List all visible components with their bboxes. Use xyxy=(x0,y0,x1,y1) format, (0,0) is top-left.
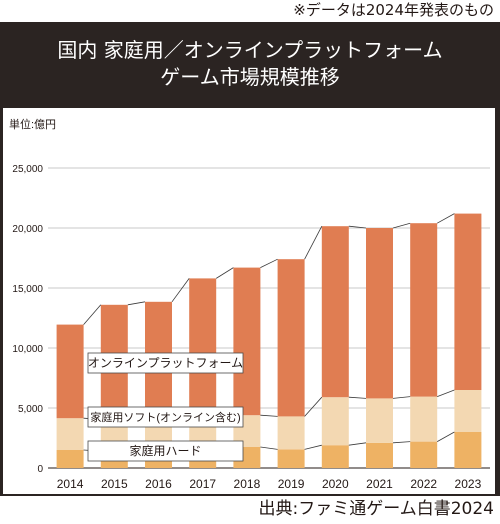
bar-segment xyxy=(454,213,482,390)
x-tick-label: 2017 xyxy=(189,477,216,491)
connector-line xyxy=(215,267,234,279)
x-tick-label: 2019 xyxy=(278,477,305,491)
connector-line xyxy=(348,442,367,446)
y-tick-label: 20,000 xyxy=(12,224,43,235)
series-label-box xyxy=(87,440,244,462)
connector-line xyxy=(304,226,323,260)
connector-line xyxy=(437,431,455,442)
bar-segment xyxy=(321,397,349,446)
bar-segment xyxy=(56,418,84,450)
bar-segment xyxy=(454,390,482,432)
bar-chart: 単位:億円 0 5,000 10,000 15,000 20,000 25,000 201… xyxy=(9,117,490,491)
bar-segment xyxy=(454,432,482,468)
x-tick-label: 2020 xyxy=(322,477,349,491)
connector-line xyxy=(127,301,146,306)
connector-line xyxy=(392,441,411,444)
y-tick-label: 10,000 xyxy=(12,344,43,355)
bar-segment xyxy=(410,441,438,468)
series-label-box xyxy=(87,406,244,428)
x-tick-label: 2023 xyxy=(455,477,482,491)
y-tick-label: 15,000 xyxy=(12,284,43,295)
bar-segment xyxy=(277,416,305,450)
y-tick-label: 5,000 xyxy=(18,404,43,415)
chart-subtitle: ゲーム市場規模推移 xyxy=(160,65,340,89)
data-note: ※データは2024年発表のもの xyxy=(293,1,494,19)
connector-line xyxy=(437,389,455,397)
plot-area: 単位:億円 0 5,000 10,000 15,000 20,000 25,000 201… xyxy=(3,108,495,494)
bar-segment xyxy=(277,449,305,468)
connector-line xyxy=(348,396,367,399)
x-tick-label: 2014 xyxy=(57,477,84,491)
bar-segment xyxy=(189,278,217,416)
x-tick-label: 2021 xyxy=(366,477,393,491)
y-tick-label: 25,000 xyxy=(12,164,43,175)
series-label: 家庭用ソフト(オンライン含む) xyxy=(90,410,240,424)
bar-segment xyxy=(410,396,438,442)
connector-line xyxy=(392,396,411,399)
connector-line xyxy=(171,278,190,303)
bar-segment xyxy=(56,450,84,468)
connector-line xyxy=(304,444,322,450)
series-label: オンラインプラットフォーム xyxy=(88,356,243,370)
bar-segment xyxy=(56,324,84,419)
bar-segment xyxy=(277,259,305,417)
series-label-box xyxy=(87,352,244,374)
chart-title: 国内 家庭用／オンラインプラットフォーム xyxy=(57,38,443,62)
bar-segment xyxy=(366,398,393,443)
connector-line xyxy=(348,225,367,229)
series-label: 家庭用ハード xyxy=(129,443,201,458)
chart-panel: 国内 家庭用／オンラインプラットフォーム ゲーム市場規模推移 単位:億円 0 5,… xyxy=(0,22,500,496)
source-credit: 出典:ファミ通ゲーム白書2024 xyxy=(258,499,494,519)
bar-segment xyxy=(321,445,349,468)
connector-line xyxy=(260,446,278,450)
x-tick-label: 2015 xyxy=(101,477,128,491)
bar-segment xyxy=(410,223,438,397)
y-tick-label: 0 xyxy=(37,464,43,475)
connector-line xyxy=(304,396,323,417)
connector-line xyxy=(83,304,102,325)
connector-line xyxy=(260,258,278,268)
connector-line xyxy=(392,222,411,229)
x-tick-label: 2016 xyxy=(145,477,172,491)
bar-segment xyxy=(321,226,349,398)
x-tick-label: 2022 xyxy=(410,477,437,491)
bar-segment xyxy=(233,267,261,416)
connector-line xyxy=(260,414,278,417)
connector-line xyxy=(437,213,455,224)
chart-header: 国内 家庭用／オンラインプラットフォーム ゲーム市場規模推移 xyxy=(0,22,500,106)
x-tick-label: 2018 xyxy=(234,477,261,491)
y-axis-unit-label: 単位:億円 xyxy=(9,117,56,131)
bar-segment xyxy=(366,228,393,399)
bar-segment xyxy=(366,442,393,468)
